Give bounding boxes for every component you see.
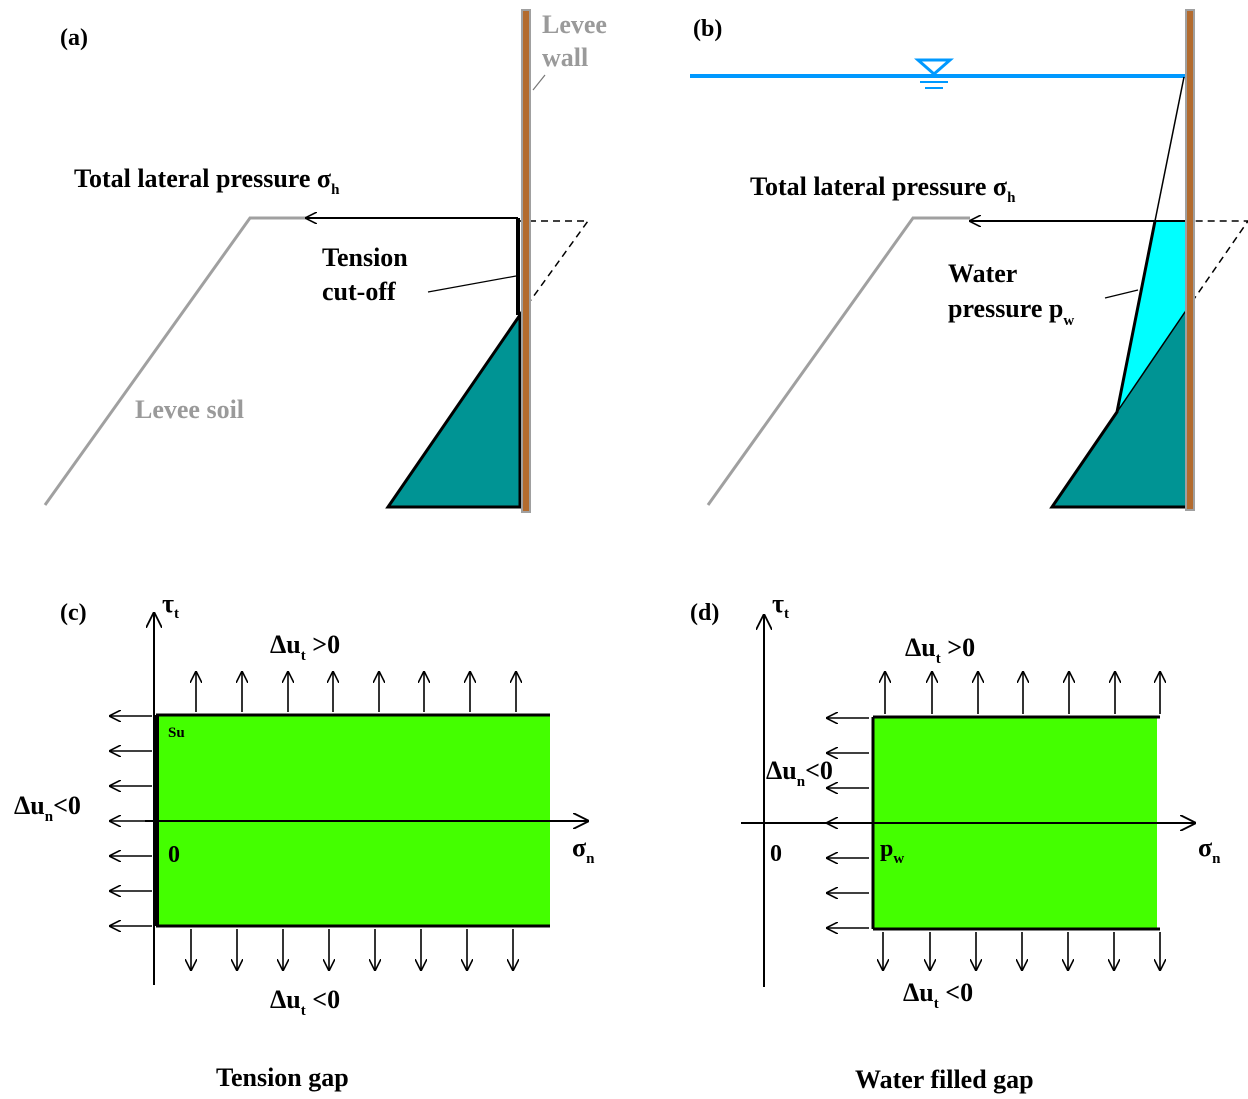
lateral-pressure-label: Total lateral pressure σh <box>750 172 1016 206</box>
tension-leader-line <box>427 275 517 293</box>
wall-leader-line <box>532 74 546 91</box>
soil-pressure-area <box>385 310 522 509</box>
tau-axis-label: τt <box>772 589 789 622</box>
du-left-label: Δun<0 <box>766 756 833 790</box>
hydrostatic-line <box>1154 76 1185 222</box>
panel-b: (b) Total lateral pressure σh Water <box>690 9 1248 511</box>
soil-pressure-area <box>1052 312 1185 507</box>
panel-b-label: (b) <box>693 16 722 42</box>
water-pressure-area <box>1117 221 1185 412</box>
du-bottom-label: Δut <0 <box>270 985 340 1019</box>
sigma-axis-label: σn <box>572 833 595 867</box>
du-bottom-label: Δut <0 <box>903 978 973 1012</box>
tension-label-line1: Tension <box>322 243 408 272</box>
up-arrows <box>196 672 516 712</box>
levee-soil-outline <box>43 216 306 506</box>
up-arrows <box>885 672 1160 714</box>
water-label-line2: pressure pw <box>948 294 1074 329</box>
levee-wall <box>521 9 531 513</box>
su-label: Su <box>168 725 185 741</box>
down-arrows <box>883 932 1160 970</box>
levee-soil-outline <box>706 216 970 506</box>
water-label-line1: Water <box>948 259 1017 288</box>
wall-label-line2: wall <box>542 43 588 72</box>
panel-d-label: (d) <box>690 600 719 626</box>
panel-c-label: (c) <box>60 600 87 626</box>
water-leader-line <box>1104 289 1139 299</box>
pressure-extension-dashed <box>519 220 590 316</box>
levee-wall <box>1185 9 1195 511</box>
tau-axis-label: τt <box>162 589 179 622</box>
panel-a-label: (a) <box>60 25 88 51</box>
pressure-extension-dashed <box>1184 220 1248 313</box>
lateral-pressure-label: Total lateral pressure σh <box>74 164 340 198</box>
du-top-label: Δut >0 <box>905 633 975 667</box>
down-arrows <box>191 929 513 970</box>
panel-c: (c) <box>14 589 595 1092</box>
wall-label-line1: Levee <box>542 10 607 39</box>
water-table-icon <box>914 58 954 89</box>
caption-c: Tension gap <box>216 1063 349 1092</box>
du-top-label: Δut >0 <box>270 630 340 664</box>
levee-soil-label: Levee soil <box>135 395 244 424</box>
caption-d: Water filled gap <box>855 1065 1034 1094</box>
tension-label-line2: cut-off <box>322 277 396 306</box>
origin-label: 0 <box>168 842 180 868</box>
left-arrows <box>827 718 869 928</box>
du-left-label: Δun<0 <box>14 791 81 825</box>
sigma-axis-label: σn <box>1198 833 1221 867</box>
left-arrows <box>110 716 152 926</box>
pw-label: pw <box>880 836 904 867</box>
water-soil-boundary <box>1116 311 1186 413</box>
panel-a: (a) Levee wall Total lateral pressure σh… <box>43 9 607 513</box>
panel-d: (d) <box>690 589 1221 1094</box>
total-pressure-outline <box>1049 220 1185 509</box>
origin-label: 0 <box>770 841 782 867</box>
